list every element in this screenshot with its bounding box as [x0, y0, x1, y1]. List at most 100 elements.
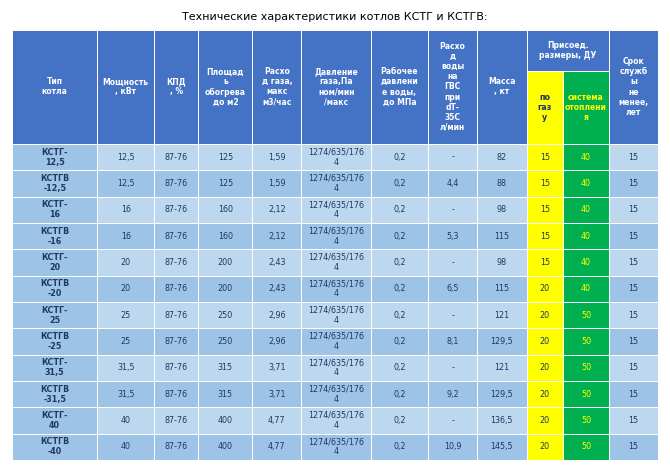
Bar	[198, 302, 252, 329]
Bar	[302, 302, 371, 329]
Text: КСТГ-
25: КСТГ- 25	[42, 306, 68, 325]
Text: 315: 315	[218, 390, 233, 399]
Text: 40: 40	[581, 179, 591, 188]
Bar	[371, 381, 428, 407]
Bar	[428, 170, 477, 197]
Text: 4,77: 4,77	[268, 416, 285, 425]
Text: 15: 15	[628, 442, 639, 451]
Text: 1274/635/176
4: 1274/635/176 4	[308, 437, 364, 456]
Text: -: -	[451, 205, 454, 214]
Text: 87-76: 87-76	[165, 258, 188, 267]
Text: 2,12: 2,12	[268, 232, 285, 241]
Bar	[371, 144, 428, 170]
Bar	[527, 381, 563, 407]
Bar	[563, 276, 609, 302]
Text: 15: 15	[628, 258, 639, 267]
Bar	[477, 381, 527, 407]
Bar	[477, 329, 527, 355]
Bar	[97, 434, 154, 460]
Bar	[302, 170, 371, 197]
Bar	[154, 197, 198, 223]
Text: 20: 20	[540, 284, 550, 293]
Text: 0,2: 0,2	[393, 337, 406, 346]
Text: 50: 50	[581, 390, 591, 399]
Text: 0,2: 0,2	[393, 363, 406, 373]
Bar	[154, 434, 198, 460]
Text: 50: 50	[581, 363, 591, 373]
Bar	[563, 71, 609, 144]
Text: КСТГВ
-25: КСТГВ -25	[40, 332, 69, 351]
Bar	[198, 434, 252, 460]
Bar	[609, 197, 658, 223]
Text: 0,2: 0,2	[393, 232, 406, 241]
Text: 1274/635/176
4: 1274/635/176 4	[308, 253, 364, 272]
Bar	[12, 355, 97, 381]
Bar	[477, 355, 527, 381]
Bar	[527, 170, 563, 197]
Text: КСТГ-
20: КСТГ- 20	[42, 253, 68, 272]
Text: КСТГ-
31,5: КСТГ- 31,5	[42, 358, 68, 377]
Text: 2,96: 2,96	[268, 337, 285, 346]
Bar	[252, 329, 302, 355]
Bar	[609, 434, 658, 460]
Bar	[302, 249, 371, 276]
Bar	[302, 30, 371, 144]
Bar	[477, 223, 527, 249]
Text: 20: 20	[540, 416, 550, 425]
Text: 15: 15	[540, 153, 550, 161]
Bar	[252, 30, 302, 144]
Bar	[97, 276, 154, 302]
Bar	[477, 30, 527, 144]
Bar	[198, 329, 252, 355]
Bar	[428, 302, 477, 329]
Text: 16: 16	[121, 232, 131, 241]
Text: 98: 98	[497, 258, 507, 267]
Text: 82: 82	[497, 153, 507, 161]
Text: 87-76: 87-76	[165, 442, 188, 451]
Bar	[371, 170, 428, 197]
Bar	[609, 407, 658, 434]
Text: -: -	[451, 363, 454, 373]
Bar	[154, 329, 198, 355]
Bar	[198, 276, 252, 302]
Text: 40: 40	[581, 205, 591, 214]
Bar	[477, 276, 527, 302]
Bar	[198, 249, 252, 276]
Text: 1274/635/176
4: 1274/635/176 4	[308, 147, 364, 167]
Text: 20: 20	[540, 363, 550, 373]
Text: 1274/635/176
4: 1274/635/176 4	[308, 358, 364, 377]
Text: 20: 20	[540, 442, 550, 451]
Text: 1274/635/176
4: 1274/635/176 4	[308, 227, 364, 246]
Text: -: -	[451, 258, 454, 267]
Text: 40: 40	[581, 284, 591, 293]
Bar	[97, 223, 154, 249]
Bar	[563, 144, 609, 170]
Bar	[563, 170, 609, 197]
Bar	[527, 249, 563, 276]
Text: 15: 15	[628, 390, 639, 399]
Bar	[198, 355, 252, 381]
Bar	[97, 329, 154, 355]
Bar	[609, 329, 658, 355]
Text: Масса
, кт: Масса , кт	[488, 77, 516, 96]
Text: 15: 15	[628, 153, 639, 161]
Bar	[563, 355, 609, 381]
Text: КСТГВ
-31,5: КСТГВ -31,5	[40, 385, 69, 404]
Bar	[371, 329, 428, 355]
Bar	[609, 355, 658, 381]
Bar	[563, 249, 609, 276]
Text: 200: 200	[218, 258, 233, 267]
Text: 40: 40	[581, 232, 591, 241]
Text: 87-76: 87-76	[165, 232, 188, 241]
Bar	[12, 223, 97, 249]
Bar	[12, 407, 97, 434]
Bar	[154, 407, 198, 434]
Bar	[477, 249, 527, 276]
Bar	[563, 197, 609, 223]
Text: 0,2: 0,2	[393, 416, 406, 425]
Text: 400: 400	[218, 442, 233, 451]
Bar	[563, 407, 609, 434]
Text: Тип
котла: Тип котла	[42, 77, 68, 96]
Bar	[527, 276, 563, 302]
Bar	[97, 197, 154, 223]
